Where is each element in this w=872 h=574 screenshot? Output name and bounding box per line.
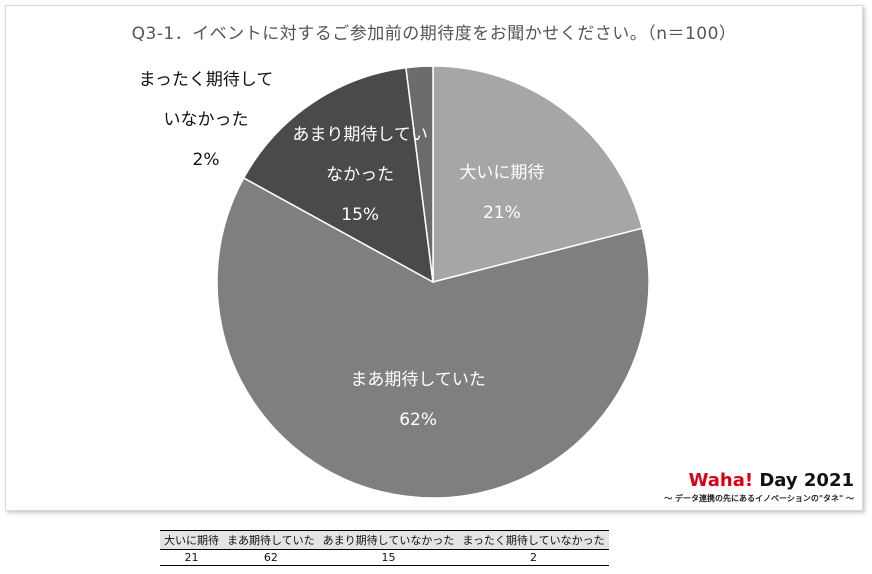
brand-name: Waha! Day 2021 [664, 470, 854, 492]
chart-title: Q3-1．イベントに対するご参加前の期待度をお聞かせください。（n＝100） [131, 24, 737, 44]
slice-label-somewhat-expected: まあ期待していた [350, 370, 486, 390]
table-cell: 15 [318, 549, 459, 566]
pie-slice-not-much-expected [242, 66, 434, 284]
brand-tagline: ～ データ連携の先にあるイノベーションの"タネ" ～ [664, 494, 854, 503]
pie-slice-not-at-all-expected [405, 65, 434, 283]
brand-name-red: Waha! [688, 470, 754, 491]
slice-label-not-much-expected: あまり期待してい [292, 125, 428, 145]
table-header-cell: 大いに期待 [160, 530, 223, 550]
outer-slice-label-line-2: いなかった [163, 110, 249, 130]
outer-slice-label-line-3: 2% [192, 150, 220, 170]
table-cell: 62 [223, 549, 319, 566]
slice-label-not-much-expected: 15% [341, 205, 379, 225]
pie-chart: 大いに期待 21% まあ期待していた 62% あまり期待していなかった 15% [216, 65, 650, 499]
table-cell: 2 [458, 549, 609, 566]
table-cell: 21 [160, 549, 223, 566]
outer-slice-label: まったく期待して いなかった 2% [106, 60, 306, 180]
data-table: 大いに期待 まあ期待していた あまり期待していなかった まったく期待していなかっ… [160, 530, 609, 566]
slice-label-very-expected: 21% [483, 203, 521, 223]
pie-slice-somewhat-expected [216, 176, 650, 499]
pie-slice-very-expected [432, 65, 644, 283]
table-header-cell: あまり期待していなかった [318, 530, 459, 550]
chart-frame: Q3-1．イベントに対するご参加前の期待度をお聞かせください。（n＝100） 大… [5, 5, 863, 511]
brand-name-black: Day 2021 [753, 470, 854, 491]
table-header-cell: まあ期待していた [223, 530, 319, 550]
outer-slice-label-line-1: まったく期待して [138, 70, 274, 90]
brand-logo: Waha! Day 2021 ～ データ連携の先にあるイノベーションの"タネ" … [664, 470, 854, 504]
table-header-cell: まったく期待していなかった [458, 530, 609, 550]
table-header-row: 大いに期待 まあ期待していた あまり期待していなかった まったく期待していなかっ… [160, 530, 609, 550]
slice-label-very-expected: 大いに期待 [459, 163, 544, 183]
slice-label-not-much-expected: なかった [326, 165, 394, 185]
table-row: 21 62 15 2 [160, 549, 609, 566]
slice-label-somewhat-expected: 62% [399, 410, 437, 430]
